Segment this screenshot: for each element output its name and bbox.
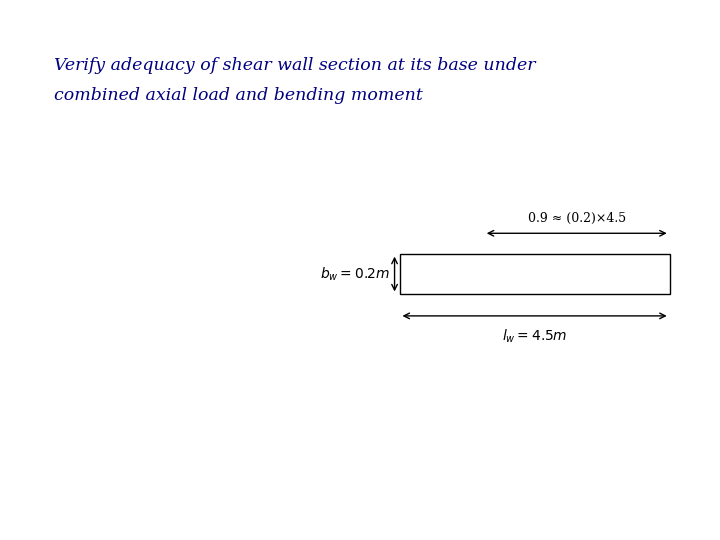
Text: Verify adequacy of shear wall section at its base under: Verify adequacy of shear wall section at… [54,57,536,73]
Text: $b_w = 0.2m$: $b_w = 0.2m$ [320,266,390,283]
Text: 0.9 ≈ (0.2)×4.5: 0.9 ≈ (0.2)×4.5 [528,212,626,225]
Bar [400,254,670,294]
Text: $l_w = 4.5m$: $l_w = 4.5m$ [502,328,567,345]
Text: combined axial load and bending moment: combined axial load and bending moment [54,87,423,104]
